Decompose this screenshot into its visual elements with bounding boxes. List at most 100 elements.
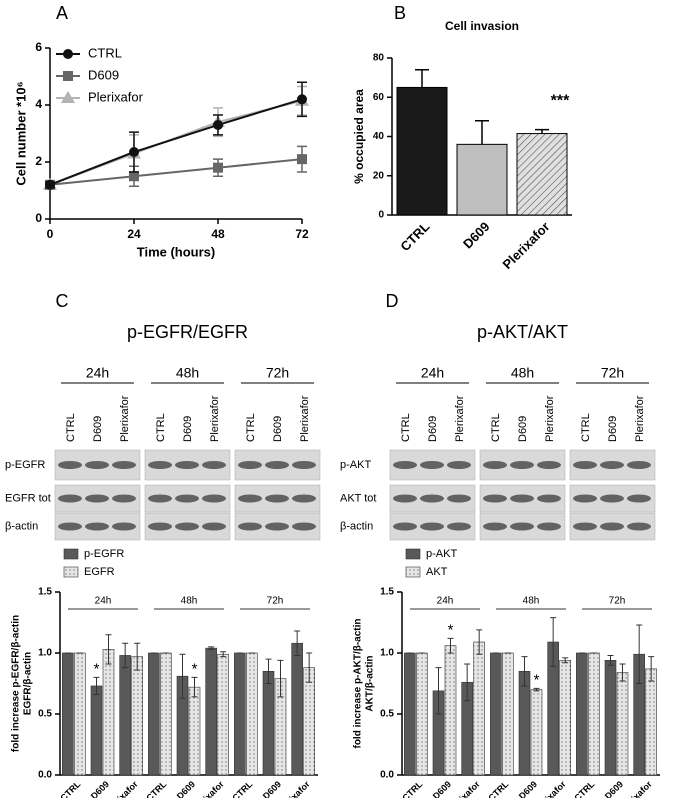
bar (396, 86, 448, 216)
bar (262, 670, 275, 776)
row-label: p-EGFR (5, 459, 45, 471)
x-tick-label: CTRL (572, 779, 596, 798)
marker (297, 94, 307, 105)
y-tick-label: 4 (35, 97, 42, 111)
blot-band (292, 494, 316, 503)
error-bar (93, 676, 100, 695)
x-tick-label: 0 (47, 227, 54, 241)
y-tick-label: 60 (373, 92, 385, 103)
legend-swatch (63, 566, 79, 578)
blot-band (393, 522, 417, 531)
bar (119, 655, 131, 776)
time-label: 48h (176, 365, 199, 381)
x-tick-label: D609 (261, 779, 283, 798)
row-label: p-AKT (340, 459, 371, 471)
blot-band (265, 522, 289, 531)
error-bar (134, 642, 141, 671)
blot-band (627, 522, 651, 531)
bar (456, 143, 508, 216)
error-bar (476, 629, 483, 655)
annotation: * (534, 671, 540, 688)
y-tick-label: 0 (35, 211, 42, 225)
legend-label: CTRL (88, 45, 122, 60)
legend-label: p-EGFR (84, 548, 124, 560)
error-bar (277, 659, 284, 698)
x-tick-label: CTRL (400, 779, 424, 798)
blot-band (202, 522, 226, 531)
y-axis-label: EGFR/β-actin (23, 652, 34, 715)
lane-label: Plerixafor (299, 395, 311, 442)
error-bar (636, 624, 643, 684)
error-bar (550, 617, 557, 667)
bar (102, 649, 115, 776)
bar (205, 647, 217, 776)
blot-band (600, 522, 624, 531)
annotation: * (448, 621, 454, 638)
group-label: 72h (609, 596, 626, 607)
error-bar (521, 656, 528, 687)
blot-band (148, 461, 172, 469)
y-axis-label: fold increase p-EGFR/β-actin (11, 615, 22, 752)
y-tick-label: 0.5 (38, 709, 52, 720)
blot-band (238, 461, 262, 469)
x-tick-label: 24 (127, 227, 141, 241)
blot-band (265, 461, 289, 469)
blot-band (573, 522, 597, 531)
x-tick-label: Plerixafor (500, 219, 553, 272)
group-label: 24h (437, 596, 454, 607)
blot-band (112, 461, 136, 469)
blot-band (483, 461, 507, 469)
legend-label: D609 (88, 67, 119, 82)
bar (160, 652, 172, 776)
y-tick-label: 40 (373, 131, 385, 142)
blot-band (58, 522, 82, 531)
y-axis-label: AKT/β-actin (365, 655, 376, 711)
bar (234, 652, 246, 776)
error-bar (475, 120, 489, 145)
blot-band (202, 494, 226, 503)
error-bar (265, 658, 272, 684)
y-tick-label: 20 (373, 170, 385, 181)
blot-band (393, 494, 417, 503)
group-label: 48h (523, 596, 540, 607)
y-tick-label: 0 (378, 210, 384, 221)
blot-band (238, 494, 262, 503)
error-bar (122, 642, 129, 669)
error-bar (415, 69, 429, 88)
error-bar (535, 128, 549, 134)
bar (416, 652, 428, 776)
panel-label: C (56, 291, 69, 311)
bar (246, 652, 258, 776)
error-bar (191, 676, 198, 698)
marker (213, 162, 223, 173)
series-line (49, 98, 303, 186)
marker (61, 91, 75, 103)
lane-label: CTRL (65, 413, 77, 442)
blot-band (175, 522, 199, 531)
bar (616, 672, 629, 776)
lane-label: Plerixafor (209, 395, 221, 442)
marker (129, 171, 139, 182)
blot-band (537, 522, 561, 531)
bar (645, 668, 657, 776)
group-label: 24h (95, 596, 112, 607)
blot-band (175, 461, 199, 469)
blot-band (420, 494, 444, 503)
lane-label: D609 (517, 416, 529, 442)
blot-band (573, 494, 597, 503)
bar (62, 652, 74, 776)
annotation: * (94, 660, 100, 677)
error-bar (435, 667, 442, 715)
marker (297, 154, 307, 165)
blot-band (483, 494, 507, 503)
row-label: EGFR tot (5, 492, 51, 504)
row-label: β-actin (5, 520, 38, 532)
x-tick-label: CTRL (144, 779, 168, 798)
bar (148, 652, 160, 776)
y-tick-label: 1.0 (380, 648, 394, 659)
error-bar (607, 654, 614, 666)
lane-label: CTRL (400, 413, 412, 442)
blot-band (202, 461, 226, 469)
blot-title: p-EGFR/EGFR (127, 322, 248, 342)
x-tick-label: CTRL (58, 779, 82, 798)
